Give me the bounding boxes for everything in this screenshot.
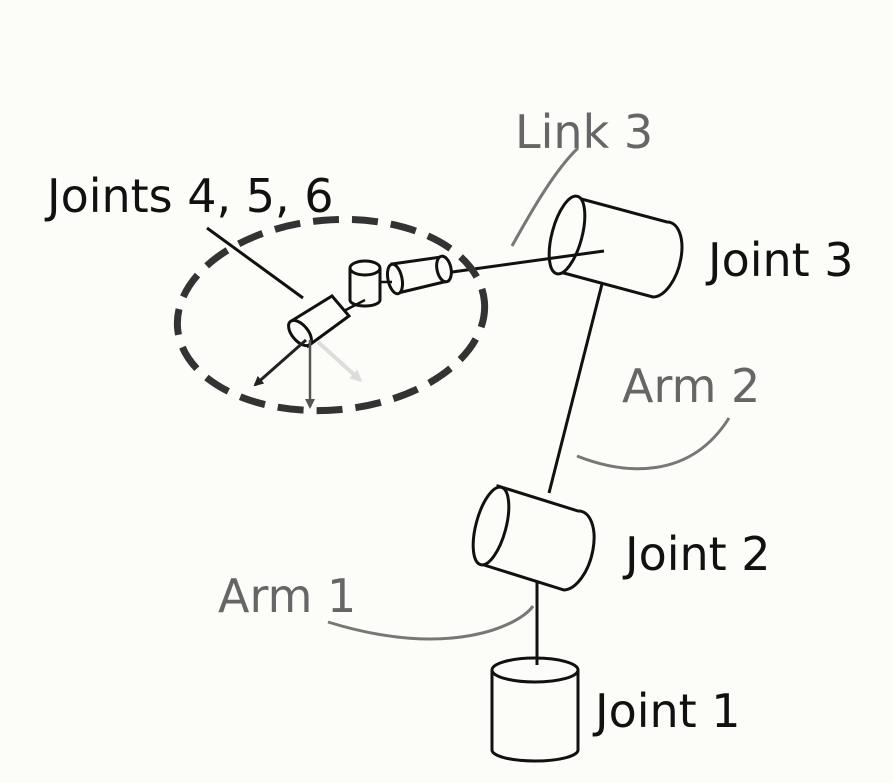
wrist-joint-4 [385,254,453,296]
joint-2-cylinder [471,484,596,592]
wrist-joint-6 [287,294,352,349]
label-joint-3: Joint 3 [705,233,854,287]
label-link-3: Link 3 [515,105,653,159]
label-arm-2: Arm 2 [622,359,760,413]
joint-1-cylinder [490,656,580,763]
link-3-leader [510,146,580,247]
label-joint-2: Joint 2 [622,527,771,581]
tool-arrow-dark [253,338,307,387]
wrist-dashed-circle [173,215,489,415]
tool-arrow-light [316,340,363,383]
label-joints-4-5-6: Joints 4, 5, 6 [44,169,334,223]
label-joint-1: Joint 1 [592,684,741,738]
label-arm-1: Arm 1 [218,569,356,623]
joints-456-leader [206,226,304,300]
arm-1-leader [327,605,535,641]
arm-2-leader [576,417,731,471]
wrist-joint-5 [348,259,382,308]
joint-3-cylinder [547,194,684,299]
arm-2-line [547,283,604,494]
